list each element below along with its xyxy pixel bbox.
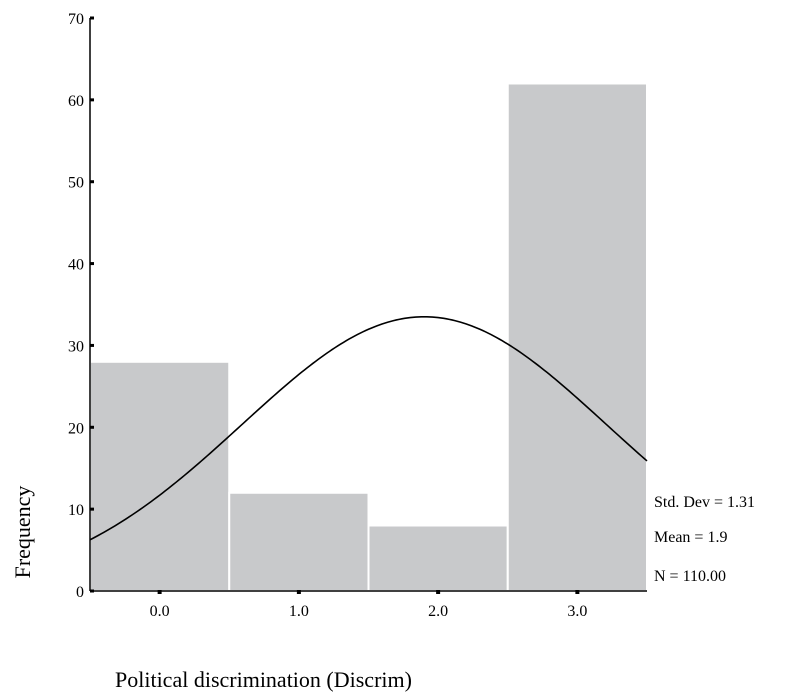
bar-1.0	[228, 491, 370, 592]
y-tick-label: 70	[68, 11, 84, 28]
y-tick-label: 10	[68, 502, 84, 519]
bar-3.0	[506, 82, 648, 592]
y-tick-label: 30	[68, 338, 84, 355]
y-tick-label: 60	[68, 93, 84, 110]
normal-curve	[89, 315, 648, 541]
x-tick-label: 0.0	[150, 603, 170, 620]
bars-group	[89, 82, 648, 592]
y-tick-label: 50	[68, 175, 84, 192]
stat-mean: Mean = 1.9	[654, 529, 727, 546]
stat-n: N = 110.00	[654, 568, 726, 585]
y-axis-title: Frequency	[10, 486, 35, 579]
stat-std-dev: Std. Dev = 1.31	[654, 494, 755, 511]
x-ticks-group: 0.0 1.0 2.0 3.0	[150, 590, 587, 620]
x-tick-label: 2.0	[428, 603, 448, 620]
bar-2.0	[367, 524, 509, 592]
y-tick-label: 20	[68, 420, 84, 437]
normal-curve-group	[89, 315, 648, 541]
x-tick-label: 3.0	[567, 603, 587, 620]
x-tick-label: 1.0	[289, 603, 309, 620]
y-tick-label: 40	[68, 257, 84, 274]
axes-group	[89, 18, 647, 592]
y-tick-label: 0	[76, 584, 84, 601]
bar-0.0	[89, 360, 231, 592]
y-ticks-group: 0 10 20 30 40 50 60 70	[68, 11, 94, 601]
x-axis-title: Political discrimination (Discrim)	[115, 667, 412, 692]
